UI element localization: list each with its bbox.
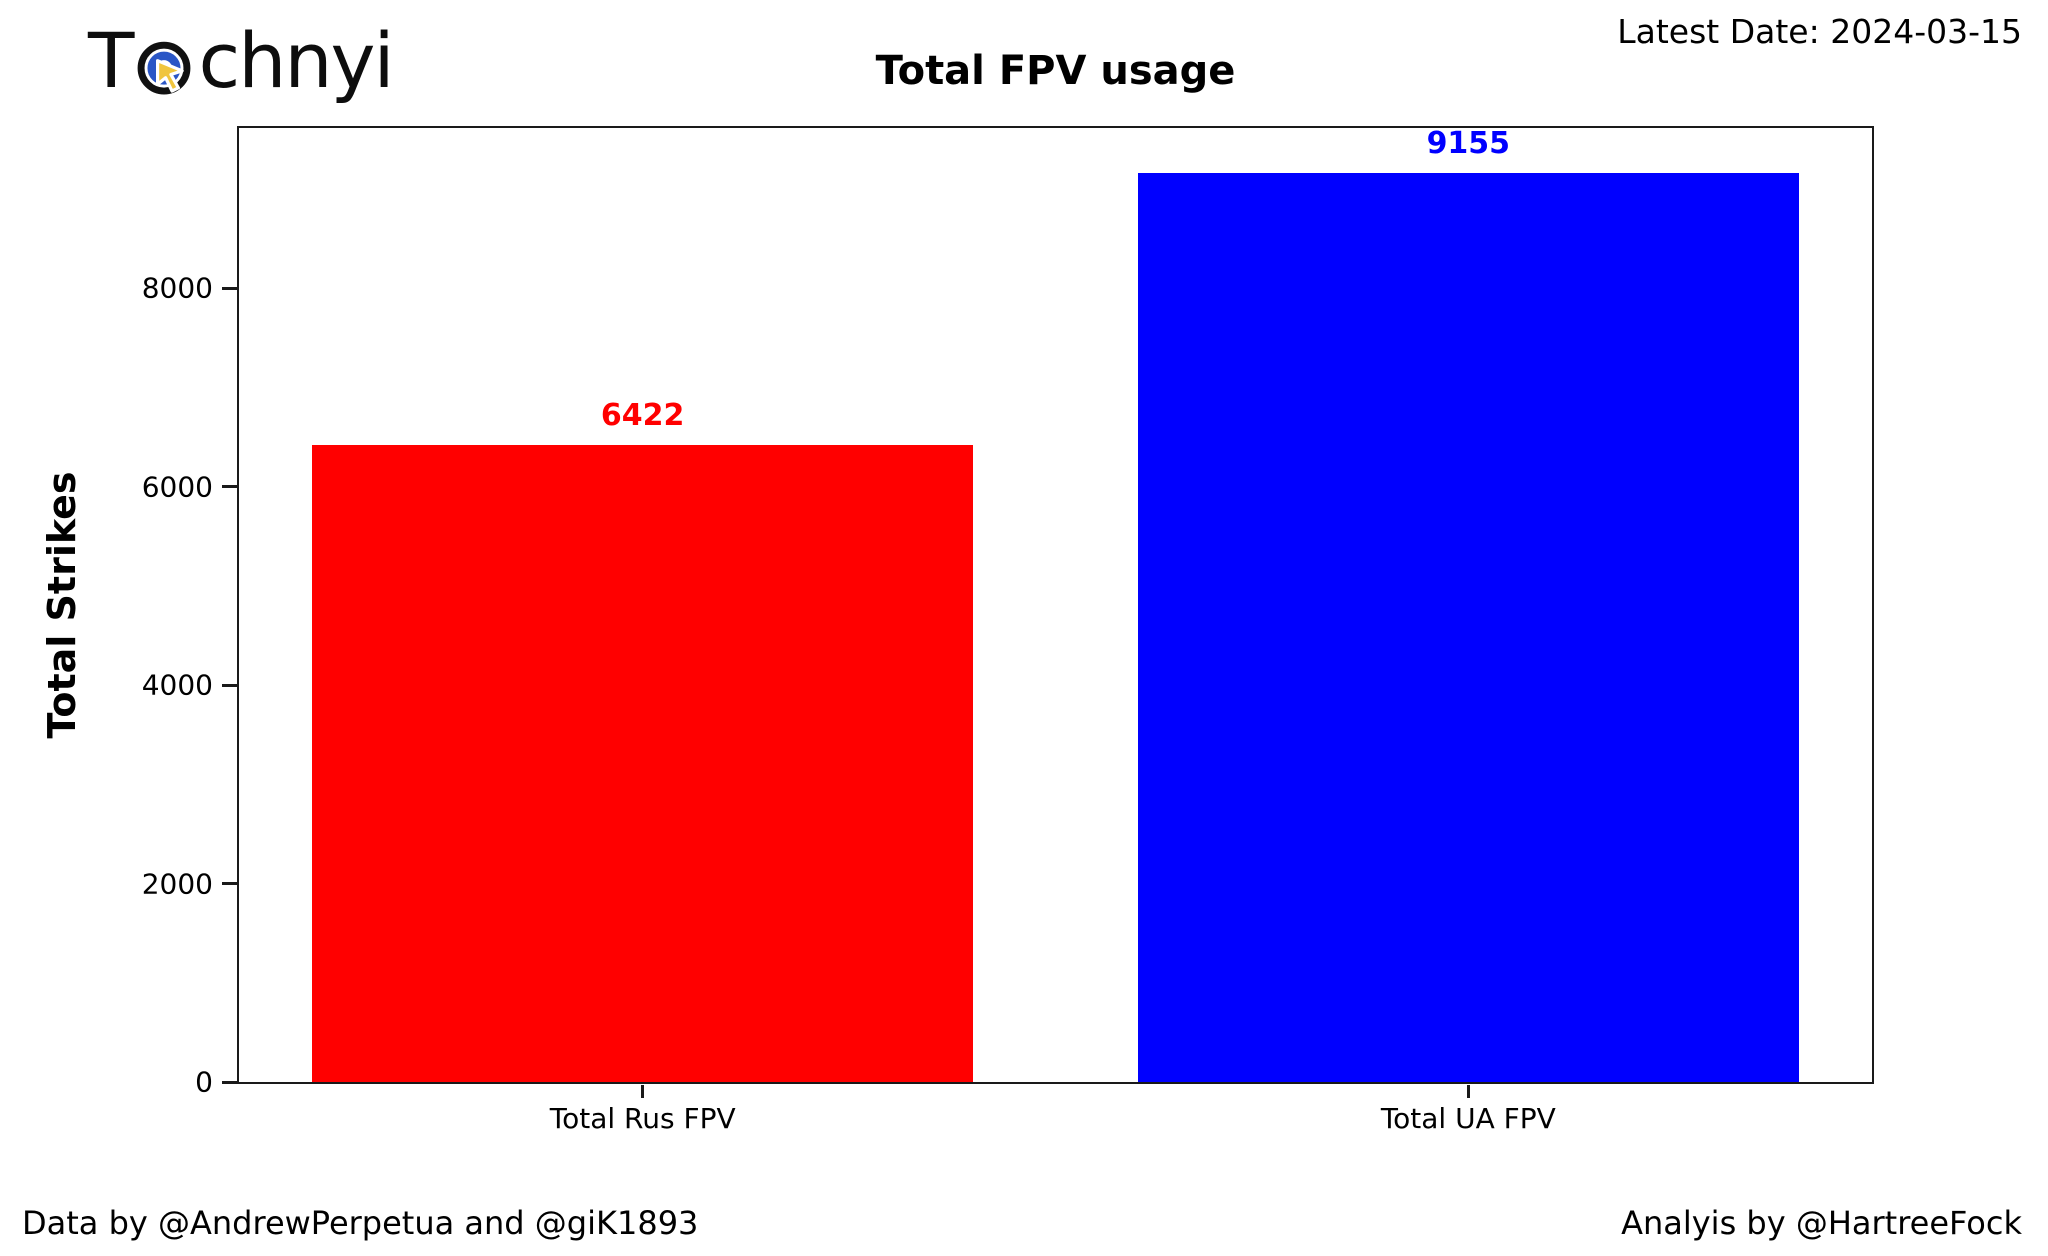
x-tick-mark <box>641 1085 645 1098</box>
y-tick-label: 6000 <box>141 470 213 504</box>
x-tick-mark <box>1466 1085 1470 1098</box>
cursor-target-icon <box>132 28 196 104</box>
logo-text-post: chnyi <box>198 16 394 105</box>
bar-total-ua-fpv: 9155 <box>1138 129 1799 1082</box>
data-credit-label: Data by @AndrewPerpetua and @giK1893 <box>22 1204 699 1242</box>
x-tick-label: Total Rus FPV <box>549 1102 736 1135</box>
y-tick-label: 0 <box>195 1065 213 1099</box>
y-tick-label: 8000 <box>141 271 213 305</box>
chart-title: Total FPV usage <box>875 48 1236 94</box>
latest-date-label: Latest Date: 2024-03-15 <box>1617 12 2022 51</box>
bar-value-label: 9155 <box>1426 126 1511 162</box>
y-axis-title: Total Strikes <box>40 471 84 739</box>
bar-value-label: 6422 <box>600 397 685 433</box>
x-tick-label: Total UA FPV <box>1380 1102 1556 1135</box>
y-tick-mark <box>222 1080 237 1084</box>
y-tick-label: 4000 <box>141 668 213 702</box>
plot-area: 6422 9155 Total Rus FPV Total UA FPV 0 20… <box>142 126 1874 1135</box>
bar-total-rus-fpv: 6422 <box>312 400 973 1082</box>
logo-text-pre: T <box>88 16 134 105</box>
y-tick-mark <box>222 882 237 886</box>
y-tick-label: 2000 <box>141 867 213 901</box>
y-tick-mark <box>222 485 237 489</box>
y-tick-mark <box>222 683 237 687</box>
logo: T chnyi <box>88 16 395 105</box>
y-tick-mark <box>222 286 237 290</box>
analysis-credit-label: Analyis by @HartreeFock <box>1621 1204 2022 1242</box>
